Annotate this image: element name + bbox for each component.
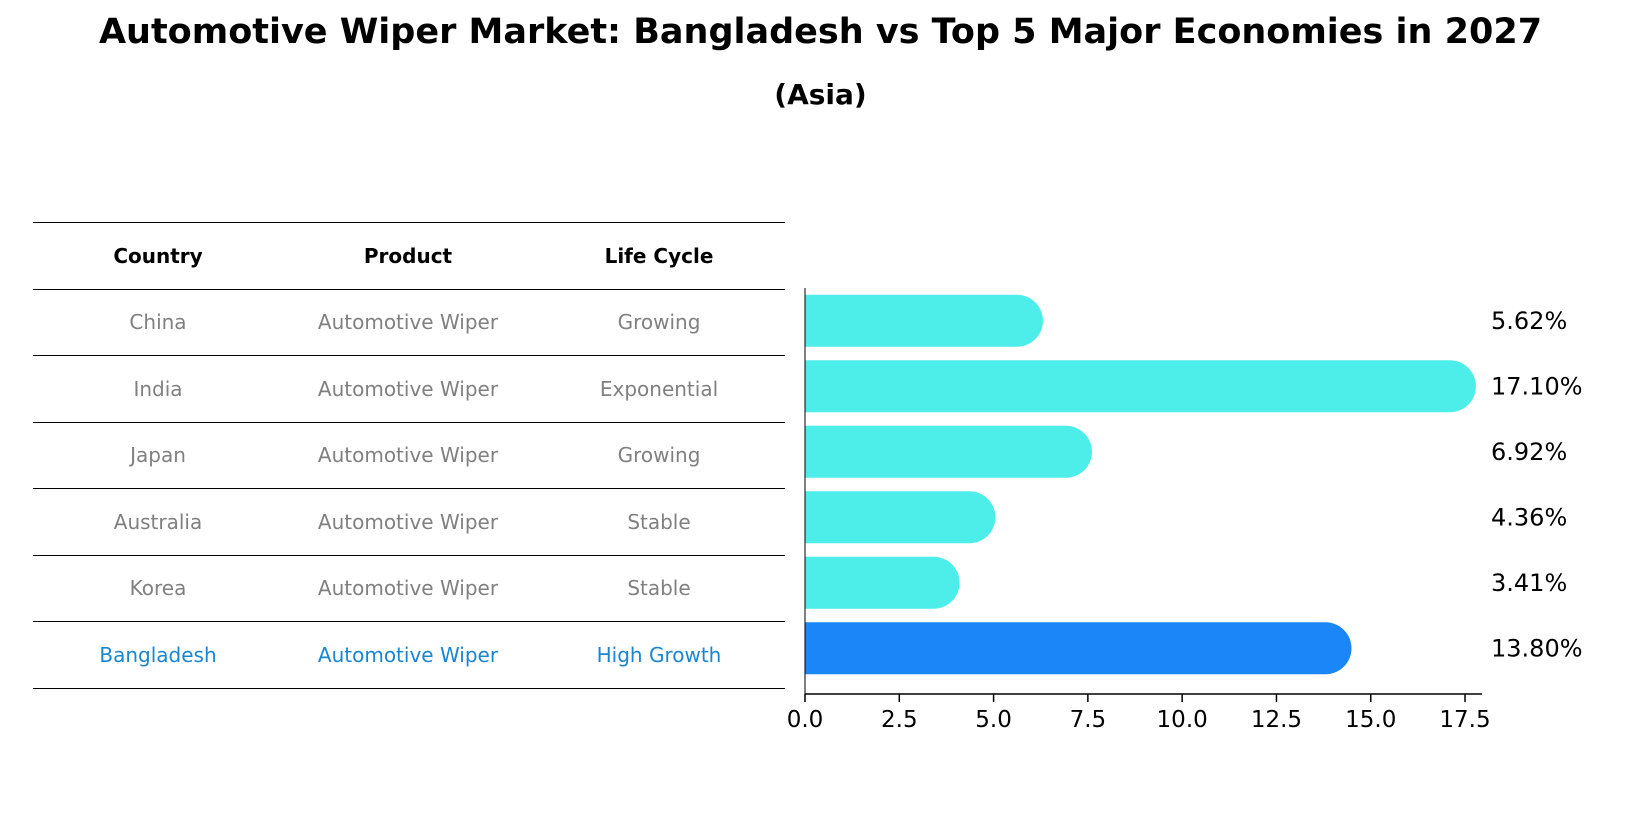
table-header-row: Country Product Life Cycle [33,222,785,289]
cell-country: Japan [33,421,283,489]
header-product: Product [283,222,533,289]
cell-product: Automotive Wiper [283,355,533,422]
table-row: Japan Automotive Wiper Growing [33,421,785,489]
cell-life-cycle: Stable [533,554,785,622]
cell-life-cycle: Growing [533,421,785,489]
value-label-india: 17.10% [1491,372,1583,400]
bar-india [805,360,1476,413]
value-label-china: 5.62% [1491,307,1567,335]
x-tick-label: 10.0 [1157,707,1208,733]
table-row: Australia Automotive Wiper Stable [33,488,785,555]
table-row: China Automotive Wiper Growing [33,288,785,356]
value-label-australia: 4.36% [1491,503,1567,531]
bar-japan [805,425,1092,478]
cell-country: China [33,288,283,356]
x-tick-label: 12.5 [1251,707,1302,733]
cell-product: Automotive Wiper [283,488,533,555]
cell-product: Automotive Wiper [283,421,533,489]
table-row: Korea Automotive Wiper Stable [33,554,785,622]
cell-country: Australia [33,488,283,555]
bar-australia [805,491,996,544]
bar-bangladesh [805,622,1352,675]
cell-life-cycle: High Growth [533,621,785,689]
chart-subtitle: (Asia) [774,78,867,111]
x-tick-label: 15.0 [1345,707,1396,733]
cell-country: Bangladesh [33,621,283,689]
table-row: India Automotive Wiper Exponential [33,355,785,422]
value-label-japan: 6.92% [1491,438,1567,466]
x-tick-label: 7.5 [1070,707,1107,733]
bar-china [805,294,1043,347]
cell-product: Automotive Wiper [283,621,533,689]
cell-country: India [33,355,283,422]
cell-life-cycle: Stable [533,488,785,555]
header-country: Country [33,222,283,289]
cell-product: Automotive Wiper [283,288,533,356]
table-row-highlight: Bangladesh Automotive Wiper High Growth [33,621,785,689]
x-tick-label: 0.0 [787,707,824,733]
bar-korea [805,556,960,609]
cell-life-cycle: Growing [533,288,785,356]
chart-title: Automotive Wiper Market: Bangladesh vs T… [98,12,1543,52]
cell-country: Korea [33,554,283,622]
value-label-bangladesh: 13.80% [1491,634,1583,662]
x-tick-label: 17.5 [1439,707,1490,733]
x-tick-label: 5.0 [975,707,1012,733]
value-label-korea: 3.41% [1491,569,1567,597]
x-tick-label: 2.5 [881,707,918,733]
country-table: Country Product Life Cycle China Automot… [33,222,785,689]
header-life-cycle: Life Cycle [533,222,785,289]
cell-product: Automotive Wiper [283,554,533,622]
cell-life-cycle: Exponential [533,355,785,422]
